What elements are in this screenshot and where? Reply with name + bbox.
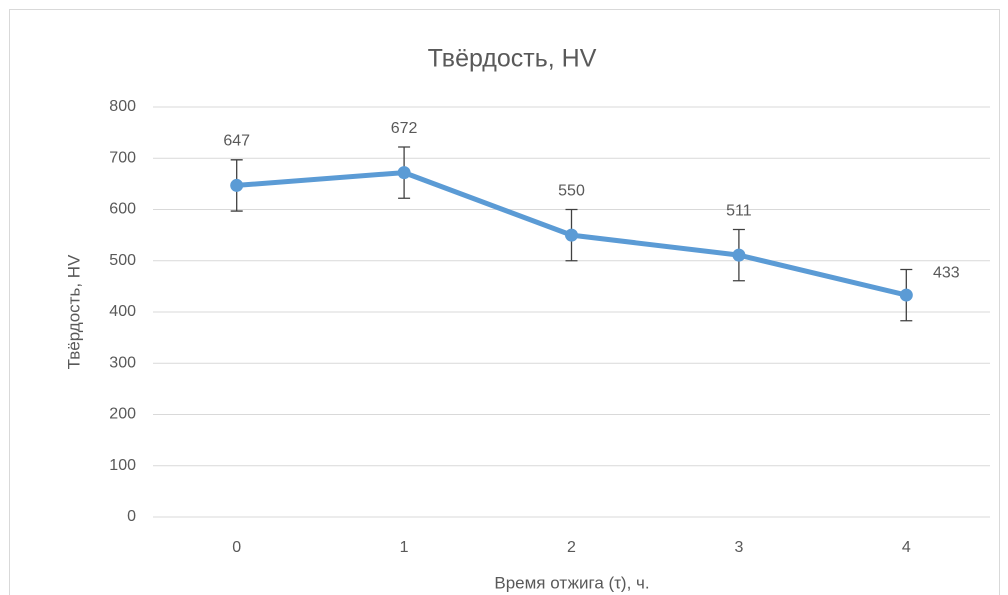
- x-tick-label: 3: [734, 539, 743, 556]
- data-label: 433: [933, 264, 960, 281]
- chart-border: [9, 9, 1000, 595]
- x-tick-label: 4: [902, 539, 911, 556]
- y-tick-label: 600: [109, 201, 136, 218]
- y-tick-label: 0: [127, 508, 136, 525]
- x-tick-label: 0: [232, 539, 241, 556]
- y-tick-label: 700: [109, 149, 136, 166]
- marker: [732, 248, 746, 262]
- data-label: 511: [726, 202, 752, 219]
- x-tick-label: 1: [400, 539, 409, 556]
- x-axis-title: Время отжига (τ), ч.: [494, 573, 649, 592]
- x-tick-label: 2: [567, 539, 576, 556]
- data-label: 672: [391, 120, 418, 137]
- marker: [230, 178, 244, 192]
- marker: [899, 288, 913, 302]
- y-tick-label: 100: [109, 457, 136, 474]
- y-tick-label: 200: [109, 406, 136, 423]
- data-label: 550: [558, 182, 585, 199]
- y-tick-label: 500: [109, 252, 136, 269]
- marker: [565, 228, 578, 242]
- data-label: 647: [223, 133, 250, 150]
- y-tick-label: 800: [109, 98, 136, 115]
- y-axis-title: Твёрдость, HV: [64, 254, 83, 369]
- marker: [397, 166, 411, 180]
- chart-title: Твёрдость, HV: [428, 45, 597, 73]
- y-tick-label: 400: [109, 303, 136, 320]
- y-tick-label: 300: [109, 354, 136, 371]
